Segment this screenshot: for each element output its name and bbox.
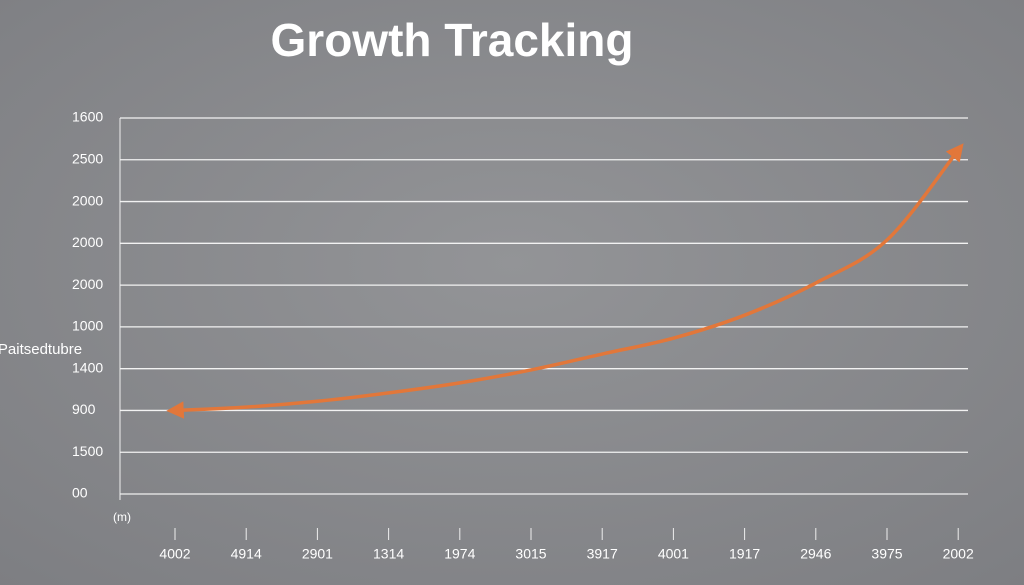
chart-title: Growth Tracking [271, 14, 634, 66]
x-tick-label: 2946 [800, 546, 831, 562]
x-tick-label: 4002 [159, 546, 190, 562]
y-axis-label: Paitsedtubre [0, 341, 82, 358]
y-tick-label: 1000 [72, 318, 103, 334]
growth-line [166, 143, 964, 419]
y-tick-label: 2000 [72, 192, 103, 208]
x-tick-label: 3015 [515, 546, 546, 562]
y-tick-label: 1500 [72, 443, 103, 459]
y-tick-label: 2000 [72, 276, 103, 292]
x-tick-label: 2002 [943, 546, 974, 562]
y-tick-label: 2000 [72, 234, 103, 250]
y-tick-label: 900 [72, 401, 96, 417]
x-tick-label: 3975 [871, 546, 902, 562]
x-tick-label: 1314 [373, 546, 404, 562]
x-tick-label: 3917 [587, 546, 618, 562]
y-tick-label: 00 [72, 485, 88, 501]
y-tick-label: 1600 [72, 109, 103, 125]
x-tick-label: 4914 [231, 546, 262, 562]
y-tick-label: 2500 [72, 150, 103, 166]
x-tick-label: 2901 [302, 546, 333, 562]
y-tick-label: 1400 [72, 359, 103, 375]
x-axis-label: (m) [113, 510, 131, 524]
x-tick-label: 1974 [444, 546, 475, 562]
x-tick-label: 4001 [658, 546, 689, 562]
x-tick-label: 1917 [729, 546, 760, 562]
